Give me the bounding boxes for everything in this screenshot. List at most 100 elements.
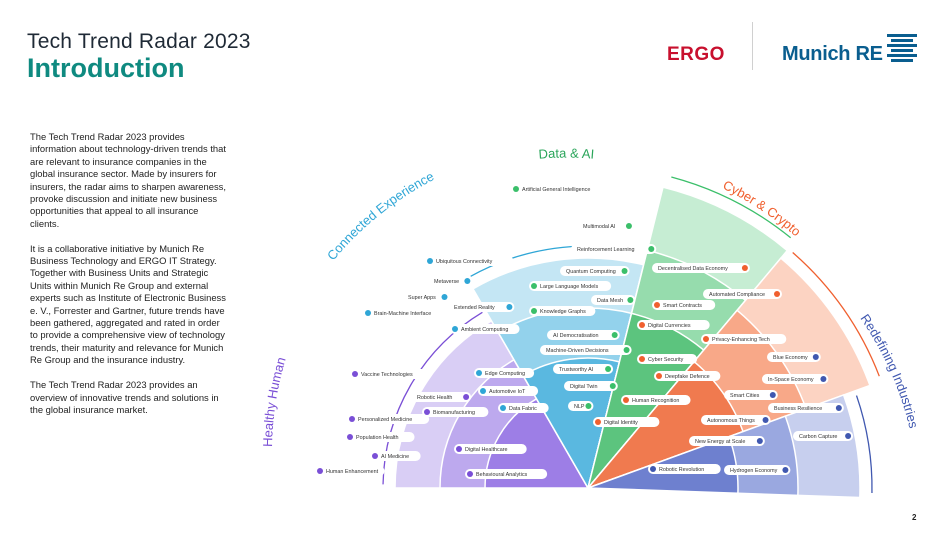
trend-label: Cyber Security bbox=[648, 357, 684, 363]
trend-dot-icon bbox=[531, 283, 537, 289]
trend-label: Super Apps bbox=[408, 295, 436, 301]
trend-dot-icon bbox=[456, 446, 462, 452]
trend-item[interactable]: Cyber Security bbox=[637, 354, 698, 364]
trend-pill bbox=[648, 464, 721, 474]
trend-item[interactable]: Biomanufacturing bbox=[422, 407, 489, 417]
trend-item[interactable]: Human Enhancement bbox=[315, 466, 385, 476]
trend-item[interactable]: Human Recognition bbox=[621, 395, 691, 405]
trend-item[interactable]: Reinforcement Learning bbox=[571, 244, 657, 254]
trend-item[interactable]: Ubiquitous Connectivity bbox=[425, 256, 514, 266]
trend-item[interactable]: Business Resilience bbox=[768, 403, 844, 413]
trend-item[interactable]: Digital Twin bbox=[564, 381, 618, 391]
trend-item[interactable]: Quantum Computing bbox=[560, 266, 630, 276]
trend-label: Reinforcement Learning bbox=[577, 247, 635, 253]
trend-item[interactable]: Ambient Computing bbox=[450, 324, 520, 334]
trend-item[interactable]: New Energy at Scale bbox=[689, 436, 765, 446]
trend-item[interactable]: Multimodal AI bbox=[577, 221, 634, 231]
ergo-logo: ERGO bbox=[667, 44, 725, 65]
trend-item[interactable]: Metaverse bbox=[428, 276, 473, 286]
trend-item[interactable]: Trustworthy AI bbox=[553, 364, 614, 374]
trend-dot-icon bbox=[769, 392, 776, 398]
trend-item[interactable]: AI Medicine bbox=[370, 451, 421, 461]
trend-pill bbox=[689, 436, 765, 446]
trend-dot-icon bbox=[441, 294, 448, 300]
trend-item[interactable]: Automated Compliance bbox=[703, 289, 782, 299]
trend-pill bbox=[347, 414, 430, 424]
trend-pill bbox=[498, 403, 549, 413]
trend-dot-icon bbox=[452, 326, 458, 332]
trend-label: Automated Compliance bbox=[709, 292, 765, 298]
trend-pill bbox=[652, 300, 716, 310]
trend-pill bbox=[564, 381, 618, 391]
trend-item[interactable]: Population Health bbox=[345, 432, 415, 442]
trend-label: Business Resilience bbox=[774, 406, 822, 412]
trend-pill bbox=[448, 302, 515, 312]
trend-item[interactable]: Brain-Machine Interface bbox=[363, 308, 452, 318]
trend-label: In-Space Economy bbox=[768, 377, 814, 383]
trend-item[interactable]: Vaccine Technologies bbox=[350, 369, 429, 379]
trend-item[interactable]: NLP bbox=[568, 401, 594, 411]
trend-pill bbox=[621, 395, 691, 405]
trend-item[interactable]: Large Language Models bbox=[529, 281, 612, 291]
trend-label: Edge Computing bbox=[485, 371, 525, 377]
trend-label: Population Health bbox=[356, 435, 399, 441]
trend-label: Extended Reality bbox=[454, 305, 495, 311]
trend-item[interactable]: Decentralised Data Economy bbox=[652, 263, 750, 273]
trend-item[interactable]: Carbon Capture bbox=[793, 431, 854, 441]
trend-item[interactable]: Digital Healthcare bbox=[454, 444, 527, 454]
trend-label: Brain-Machine Interface bbox=[374, 311, 431, 317]
trend-pill bbox=[547, 330, 620, 340]
trend-item[interactable]: Automotive IoT bbox=[478, 386, 539, 396]
trend-item[interactable]: Edge Computing bbox=[474, 368, 535, 378]
trend-label: Human Recognition bbox=[632, 398, 679, 404]
trend-label: Data Fabric bbox=[509, 406, 537, 412]
trend-item[interactable]: Extended Reality bbox=[448, 302, 515, 312]
trend-item[interactable]: Machine-Driven Decisions bbox=[540, 345, 632, 355]
trend-item[interactable]: Data Mesh bbox=[591, 295, 636, 305]
trend-label: Automotive IoT bbox=[489, 389, 526, 395]
trend-dot-icon bbox=[347, 434, 353, 440]
trend-label: Large Language Models bbox=[540, 284, 598, 290]
trend-pill bbox=[474, 368, 535, 378]
trend-dot-icon bbox=[762, 417, 769, 423]
trend-label: Hydrogen Economy bbox=[730, 468, 778, 474]
logo-divider bbox=[752, 22, 753, 70]
segment-label-data-ai: Data & AI bbox=[538, 145, 595, 161]
trend-label: Carbon Capture bbox=[799, 434, 837, 440]
trend-item[interactable]: Personalized Medicine bbox=[347, 414, 430, 424]
trend-item[interactable]: Smart Cities bbox=[724, 390, 778, 400]
trend-item[interactable]: Digital Currencies bbox=[637, 320, 710, 330]
trend-item[interactable]: Privacy-Enhancing Tech bbox=[701, 334, 787, 344]
trend-pill bbox=[478, 386, 539, 396]
trend-item[interactable]: Data Fabric bbox=[498, 403, 549, 413]
intro-text: The Tech Trend Radar 2023 provides infor… bbox=[30, 131, 226, 429]
trend-item[interactable]: Autonomous Things bbox=[701, 415, 771, 425]
trend-item[interactable]: Robotic Revolution bbox=[648, 464, 721, 474]
trend-dot-icon bbox=[621, 268, 628, 274]
trend-item[interactable]: Smart Contracts bbox=[652, 300, 716, 310]
trend-item[interactable]: Super Apps bbox=[402, 292, 450, 302]
trend-item[interactable]: Artificial General Intelligence bbox=[511, 184, 625, 194]
trend-dot-icon bbox=[424, 409, 430, 415]
trend-dot-icon bbox=[627, 297, 634, 303]
trend-pill bbox=[363, 308, 452, 318]
trend-item[interactable]: Robotic Health bbox=[411, 392, 472, 402]
trend-item[interactable]: Knowledge Graphs bbox=[529, 306, 596, 316]
intro-paragraph-3: The Tech Trend Radar 2023 provides an ov… bbox=[30, 379, 219, 415]
trend-item[interactable]: In-Space Economy bbox=[762, 374, 829, 384]
trend-label: New Energy at Scale bbox=[695, 439, 745, 445]
trend-dot-icon bbox=[623, 347, 630, 353]
trend-item[interactable]: Behavioural Analytics bbox=[465, 469, 548, 479]
trend-dot-icon bbox=[812, 354, 819, 360]
trend-item[interactable]: Digital Identity bbox=[593, 417, 660, 427]
trend-pill bbox=[793, 431, 854, 441]
trend-pill bbox=[591, 295, 636, 305]
segment-label-connected-experience: Connected Experience bbox=[324, 168, 436, 263]
trend-item[interactable]: Hydrogen Economy bbox=[724, 465, 791, 475]
trend-dot-icon bbox=[365, 310, 371, 316]
trend-label: AI Democratisation bbox=[553, 333, 599, 339]
trend-item[interactable]: Deepfake Defence bbox=[654, 371, 721, 381]
trend-item[interactable]: Blue Economy bbox=[767, 352, 821, 362]
trend-item[interactable]: AI Democratisation bbox=[547, 330, 620, 340]
intro-paragraph-1: The Tech Trend Radar 2023 provides infor… bbox=[30, 131, 226, 229]
